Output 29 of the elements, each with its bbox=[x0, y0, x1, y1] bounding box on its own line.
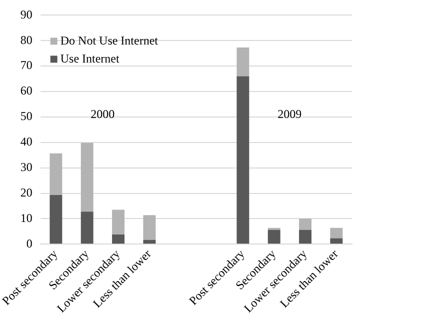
y-tick-label: 80 bbox=[20, 32, 32, 47]
annotation: 2009 bbox=[278, 107, 302, 122]
bar bbox=[112, 210, 124, 234]
bar bbox=[50, 195, 62, 244]
y-tick-label: 60 bbox=[20, 84, 32, 98]
bar bbox=[236, 76, 250, 244]
y-tick-label: 0 bbox=[26, 236, 32, 250]
bar bbox=[299, 218, 312, 230]
bar bbox=[143, 240, 156, 244]
annotation: 2000 bbox=[90, 107, 115, 122]
bar bbox=[299, 230, 312, 244]
legend-label: Use Internet bbox=[60, 51, 120, 66]
y-tick-label: 20 bbox=[20, 185, 32, 200]
y-tick-label: 50 bbox=[20, 109, 32, 124]
bar bbox=[80, 212, 94, 244]
legend-label: Do Not Use Internet bbox=[60, 33, 159, 48]
bar bbox=[143, 215, 156, 240]
bar bbox=[268, 230, 280, 244]
bar bbox=[330, 238, 343, 244]
y-tick-label: 40 bbox=[20, 134, 32, 149]
y-tick-label: 10 bbox=[20, 210, 32, 225]
bar bbox=[236, 48, 250, 76]
y-tick-label: 90 bbox=[20, 7, 32, 22]
bar bbox=[80, 142, 94, 212]
y-tick-label: 30 bbox=[20, 160, 32, 174]
y-tick-label: 70 bbox=[20, 58, 32, 72]
bar bbox=[112, 234, 124, 244]
bar bbox=[330, 228, 343, 238]
bar bbox=[50, 153, 62, 196]
